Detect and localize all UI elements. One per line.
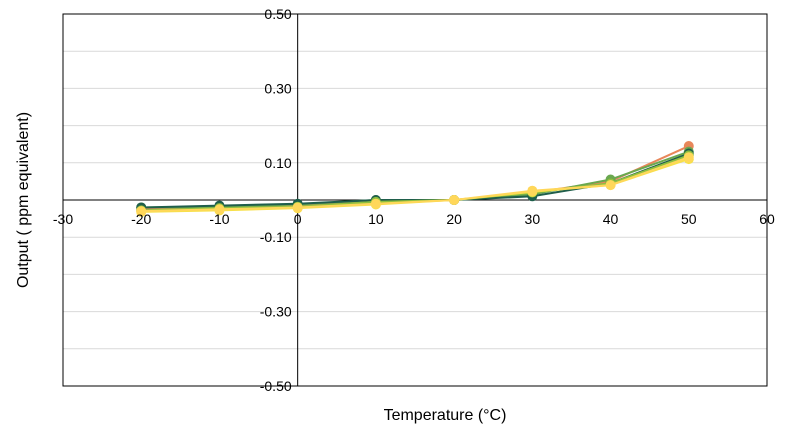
x-tick-label: 60 — [759, 211, 775, 227]
data-point — [527, 185, 538, 196]
x-tick-label: -10 — [209, 211, 229, 227]
data-point — [605, 180, 616, 191]
x-tick-label: 10 — [368, 211, 384, 227]
x-tick-label: -20 — [131, 211, 151, 227]
series-line — [141, 156, 690, 213]
series-6 — [136, 152, 694, 217]
x-tick-label: 40 — [603, 211, 619, 227]
series-group — [136, 141, 694, 217]
x-tick-label: 20 — [446, 211, 462, 227]
y-tick-label: -0.30 — [260, 304, 292, 320]
data-point — [214, 204, 225, 215]
y-tick-label: 0.50 — [264, 6, 291, 22]
data-point — [136, 206, 147, 217]
data-point — [292, 202, 303, 213]
y-tick-label: -0.50 — [260, 378, 292, 394]
x-tick-label: 0 — [294, 211, 302, 227]
y-tick-label: 0.10 — [264, 155, 291, 171]
grid-lines — [63, 50, 767, 350]
tick-labels: -30 -20 -10 0 10 20 30 40 50 60 0.50 0.30 0.10 -0.10 -… — [53, 6, 775, 394]
y-axis-title: Output ( ppm equivalent) — [15, 112, 32, 288]
y-tick-label: 0.30 — [264, 80, 291, 96]
data-point — [370, 198, 381, 209]
x-tick-label: -30 — [53, 211, 73, 227]
data-point — [449, 195, 460, 205]
data-point — [683, 152, 694, 163]
x-tick-label: 50 — [681, 211, 697, 227]
x-tick-label: 30 — [525, 211, 541, 227]
x-axis-title: Temperature (°C) — [384, 407, 507, 424]
y-tick-label: -0.10 — [260, 229, 292, 245]
